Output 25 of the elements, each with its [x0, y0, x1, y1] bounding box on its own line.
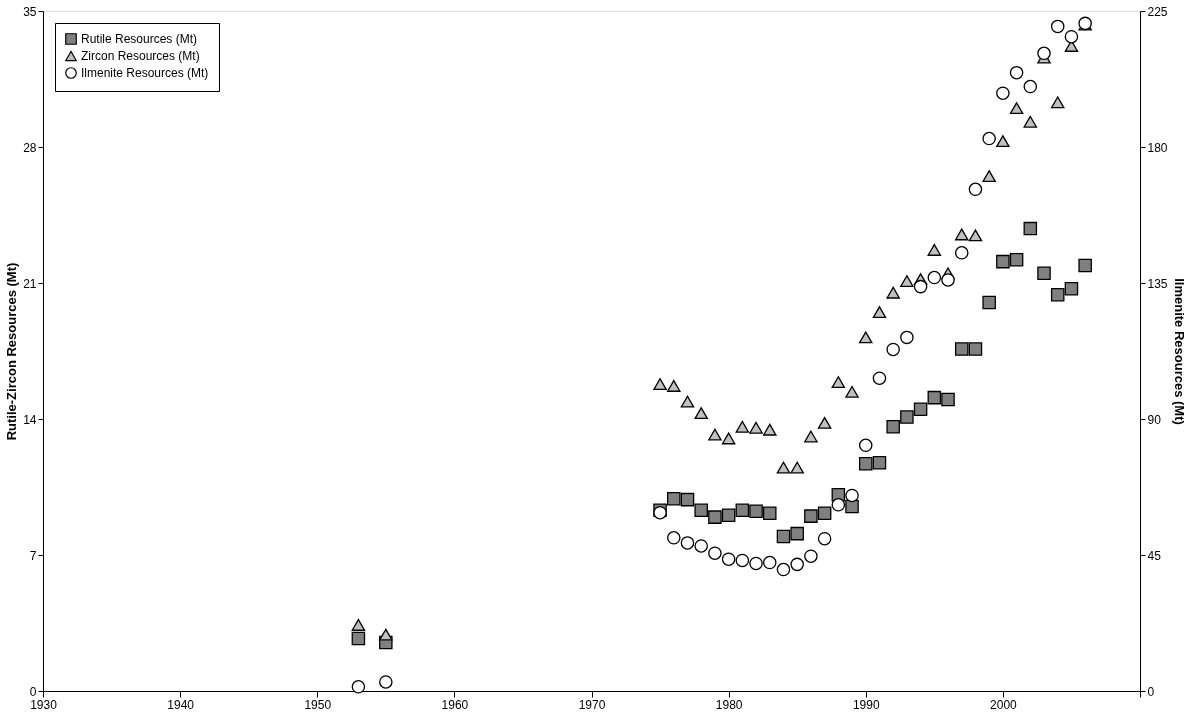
y2-tick-label: 0	[1147, 684, 1155, 699]
y-tick-label: 21	[23, 276, 37, 291]
y2-tick-label: 90	[1147, 412, 1162, 427]
y-tick-label: 0	[29, 684, 37, 699]
y2-tick-label: 180	[1147, 140, 1168, 155]
x-tick-label: 1940	[167, 697, 195, 712]
x-tick-label: 1990	[852, 697, 880, 712]
legend-label: Ilmenite Resources (Mt)	[81, 66, 209, 80]
y-tick-label: 7	[29, 548, 37, 563]
x-tick-label: 1930	[30, 697, 58, 712]
x-tick-label: 1960	[441, 697, 469, 712]
y-tick-label: 14	[23, 412, 37, 427]
y2-tick-label: 45	[1147, 548, 1162, 563]
y-tick-label: 35	[23, 4, 37, 19]
x-tick-label: 1950	[304, 697, 332, 712]
x-tick-label: 1980	[715, 697, 743, 712]
y-axis-title: Rutile-Zircon Resources (Mt)	[4, 262, 20, 441]
y2-tick-label: 225	[1147, 4, 1168, 19]
x-tick-label: 2000	[990, 697, 1018, 712]
legend-label: Rutile Resources (Mt)	[81, 32, 198, 46]
y2-tick-label: 135	[1147, 276, 1168, 291]
x-tick-label: 1970	[578, 697, 606, 712]
y2-axis-title: Ilmenite Resources (Mt)	[1171, 278, 1187, 425]
y-tick-label: 28	[23, 140, 37, 155]
legend-label: Zircon Resources (Mt)	[81, 49, 200, 63]
